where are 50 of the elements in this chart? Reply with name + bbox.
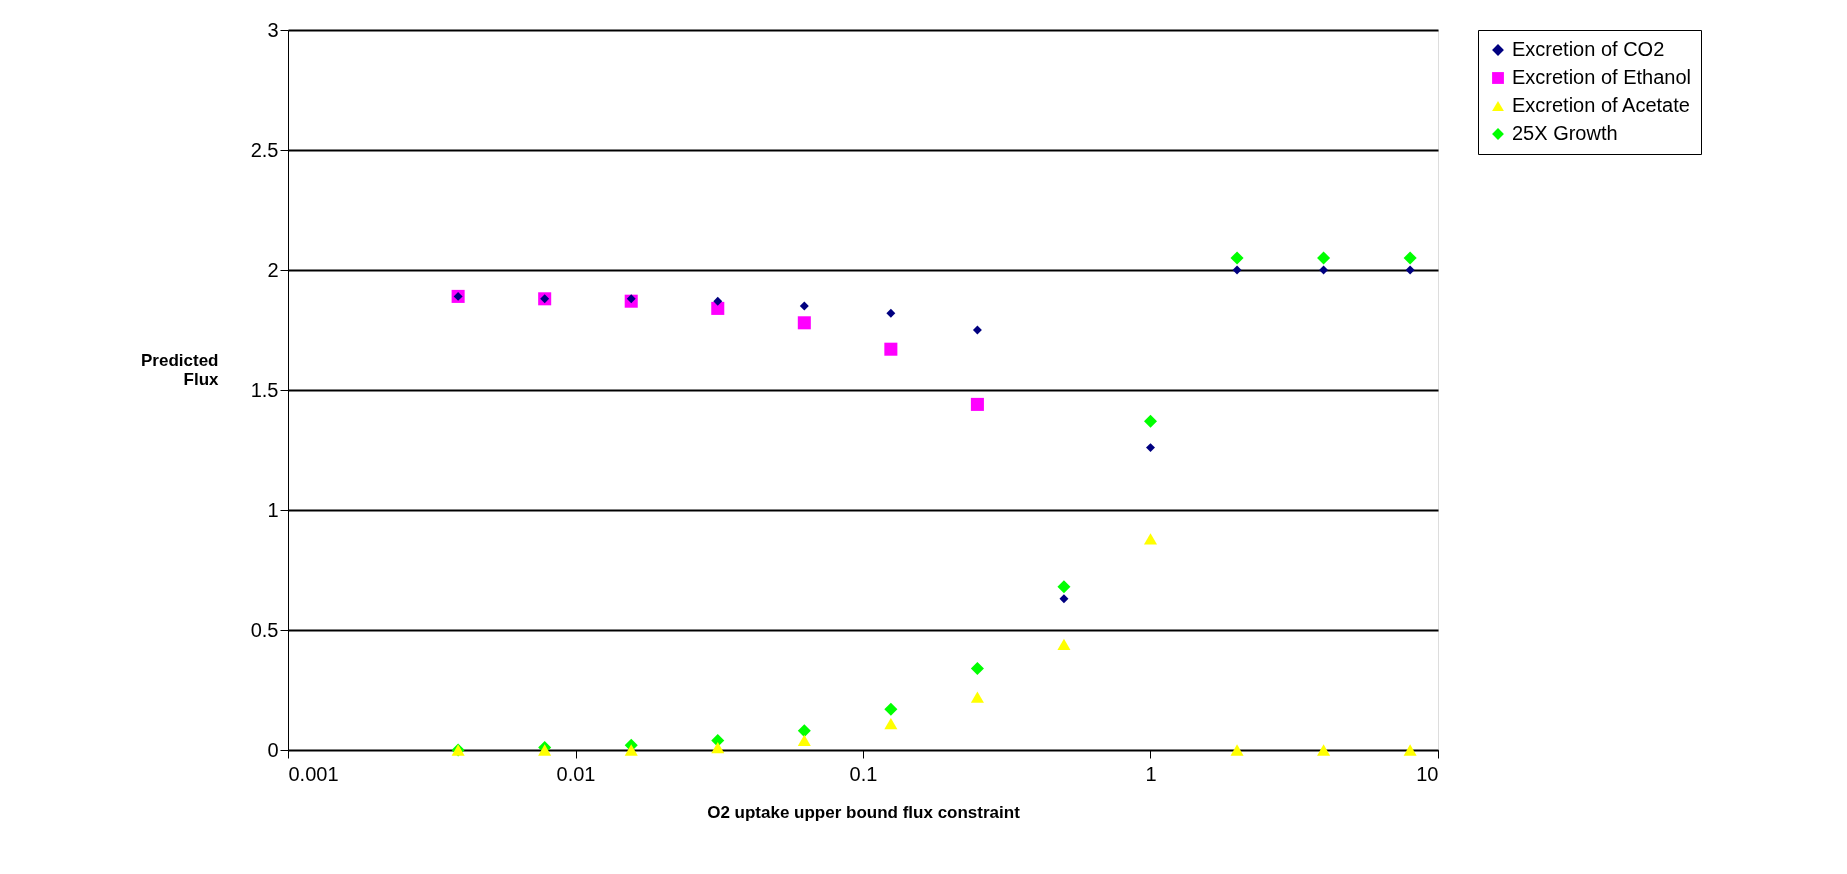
point [797, 734, 811, 747]
x-tick-label: 0.1 [849, 762, 878, 785]
point [884, 702, 898, 716]
point [1230, 251, 1244, 265]
point [972, 325, 982, 335]
point [797, 316, 811, 330]
y-axis-title: Predicted Flux [141, 350, 220, 389]
x-tick-label: 1 [1145, 762, 1157, 785]
point [1143, 533, 1158, 545]
point [970, 691, 984, 703]
x-tick-label: 0.01 [556, 762, 596, 785]
point [1405, 265, 1415, 275]
point [1317, 744, 1331, 756]
point [1143, 414, 1158, 428]
point [1057, 638, 1071, 651]
point [713, 296, 723, 306]
point [1059, 594, 1069, 604]
x-axis-title: O2 uptake upper bound flux constraint [707, 802, 1021, 822]
x-tick-label: 0.001 [288, 762, 339, 785]
y-tick-label: 2.5 [250, 138, 279, 161]
point [711, 741, 725, 754]
point [1403, 744, 1417, 756]
point [711, 301, 725, 315]
point [884, 342, 898, 356]
y-tick-label: 1 [267, 498, 279, 521]
point [797, 724, 811, 738]
point [1230, 744, 1244, 756]
y-tick-label: 1.5 [250, 378, 279, 401]
y-tick-label: 0 [267, 738, 279, 761]
point [1319, 265, 1329, 275]
legend-label: 25X Growth [1512, 122, 1618, 144]
y-tick-label: 3 [267, 18, 279, 41]
point [1057, 580, 1071, 594]
x-tick-label: 10 [1416, 762, 1439, 785]
legend-label: Excretion of CO2 [1512, 38, 1665, 60]
point [1146, 443, 1155, 453]
point [1232, 265, 1242, 275]
y-tick-label: 2 [267, 258, 279, 281]
point [970, 397, 984, 411]
legend-label: Excretion of Ethanol [1512, 66, 1691, 88]
point [884, 717, 898, 730]
y-tick-label: 0.5 [250, 618, 279, 641]
legend-label: Excretion of Acetate [1512, 94, 1690, 116]
point [1403, 251, 1417, 265]
point [970, 661, 984, 675]
point [886, 308, 896, 318]
point [626, 294, 636, 304]
point [799, 301, 809, 311]
point [1317, 251, 1331, 265]
point [624, 744, 638, 756]
